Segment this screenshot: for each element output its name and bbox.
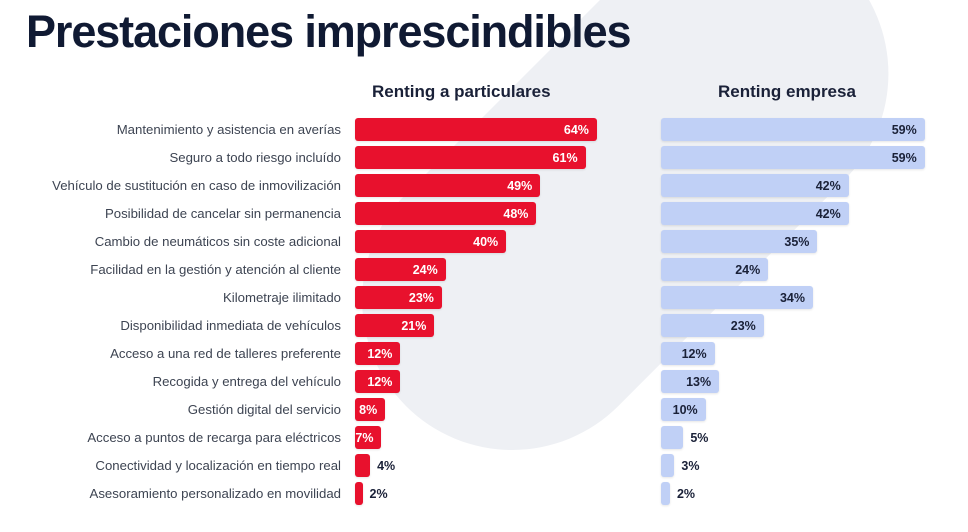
category-label: Gestión digital del servicio xyxy=(187,402,341,417)
series-headers: Renting a particulares Renting empresa xyxy=(0,82,968,106)
category-label: Facilidad en la gestión y atención al cl… xyxy=(90,262,341,277)
category-label: Disponibilidad inmediata de vehículos xyxy=(120,318,341,333)
bar-red: 7% xyxy=(355,426,382,449)
column-header-renting-particulares: Renting a particulares xyxy=(372,82,551,101)
chart-row: Mantenimiento y asistencia en averías 64%… xyxy=(0,118,968,146)
chart-row: Conectividad y localización en tiempo re… xyxy=(0,454,968,482)
bar-value-label: 42% xyxy=(815,206,841,221)
bar-blue: 13% xyxy=(661,370,720,393)
chart-row: Facilidad en la gestión y atención al cl… xyxy=(0,258,968,286)
bar-value-label: 23% xyxy=(730,318,756,333)
bar-value-label: 3% xyxy=(681,458,700,473)
bar-red: 24% xyxy=(355,258,446,281)
bar-blue: 3% xyxy=(661,454,699,477)
bar-blue: 12% xyxy=(661,342,715,365)
bar-blue: 35% xyxy=(661,230,818,253)
bar-red: 21% xyxy=(355,314,435,337)
bar-value-label: 35% xyxy=(784,234,810,249)
bar-value-label: 42% xyxy=(815,178,841,193)
bar-value-label: 61% xyxy=(552,150,578,165)
chart-rows: Mantenimiento y asistencia en averías 64%… xyxy=(0,118,968,510)
bar-red: 48% xyxy=(355,202,537,225)
chart-row: Recogida y entrega del vehículo 12% 13% xyxy=(0,370,968,398)
bar-red: 8% xyxy=(355,398,386,421)
bar-red: 12% xyxy=(355,370,401,393)
chart-row: Acceso a una red de talleres preferente 1… xyxy=(0,342,968,370)
chart-row: Gestión digital del servicio 8% 10% xyxy=(0,398,968,426)
bar-red: 2% xyxy=(355,482,388,505)
category-label: Recogida y entrega del vehículo xyxy=(152,374,341,389)
bar-value-label: 5% xyxy=(690,430,709,445)
bar-value-label: 13% xyxy=(686,374,712,389)
category-label: Mantenimiento y asistencia en averías xyxy=(116,122,341,137)
category-label: Kilometraje ilimitado xyxy=(223,290,341,305)
bar-value-label: 49% xyxy=(507,178,533,193)
chart-row: Cambio de neumáticos sin coste adicional… xyxy=(0,230,968,258)
chart-row: Acceso a puntos de recarga para eléctric… xyxy=(0,426,968,454)
bar-value-label: 23% xyxy=(408,290,434,305)
bar-red: 23% xyxy=(355,286,442,309)
bar-value-label: 4% xyxy=(377,458,396,473)
bar-value-label: 8% xyxy=(359,402,378,417)
bar-value-label: 12% xyxy=(367,374,393,389)
bar-value-label: 40% xyxy=(473,234,499,249)
bar-red: 12% xyxy=(355,342,401,365)
bar-value-label: 12% xyxy=(367,346,393,361)
bar-blue: 10% xyxy=(661,398,706,421)
bar-red: 4% xyxy=(355,454,395,477)
chart-row: Posibilidad de cancelar sin permanencia 4… xyxy=(0,202,968,230)
bar-red: 40% xyxy=(355,230,507,253)
category-label: Acceso a puntos de recarga para eléctric… xyxy=(87,430,341,445)
bar-value-label: 12% xyxy=(681,346,707,361)
category-label: Posibilidad de cancelar sin permanencia xyxy=(104,206,341,221)
bar-value-label: 34% xyxy=(779,290,805,305)
page-title: Prestaciones imprescindibles xyxy=(26,6,632,57)
chart-row: Seguro a todo riesgo incluído 61% 59% xyxy=(0,146,968,174)
chart-row: Kilometraje ilimitado 23% 34% xyxy=(0,286,968,314)
bar-value-label: 64% xyxy=(563,122,589,137)
bar-value-label: 24% xyxy=(735,262,761,277)
bar-value-label: 2% xyxy=(676,486,696,501)
bar-value-label: 59% xyxy=(891,150,917,165)
category-label: Vehículo de sustitución en caso de inmov… xyxy=(52,178,341,193)
bar-value-label: 21% xyxy=(401,318,427,333)
bar-blue: 59% xyxy=(661,118,925,141)
bar-blue: 59% xyxy=(661,146,925,169)
bar-blue: 42% xyxy=(661,174,849,197)
category-label: Conectividad y localización en tiempo re… xyxy=(95,458,341,473)
bar-blue: 42% xyxy=(661,202,849,225)
bar-value-label: 24% xyxy=(412,262,438,277)
category-label: Seguro a todo riesgo incluído xyxy=(169,150,341,165)
bar-blue: 5% xyxy=(661,426,708,449)
category-label: Cambio de neumáticos sin coste adicional xyxy=(94,234,341,249)
bar-red: 61% xyxy=(355,146,586,169)
bar-value-label: 48% xyxy=(503,206,529,221)
bar-blue: 24% xyxy=(661,258,769,281)
bar-red: 64% xyxy=(355,118,597,141)
bar-track-red: 64% xyxy=(355,118,605,141)
category-label: Asesoramiento personalizado en movilidad xyxy=(89,486,341,501)
bar-blue: 2% xyxy=(661,482,695,505)
column-header-renting-empresa: Renting empresa xyxy=(718,82,856,101)
chart-row: Vehículo de sustitución en caso de inmov… xyxy=(0,174,968,202)
category-label: Acceso a una red de talleres preferente xyxy=(110,346,341,361)
bar-track-blue: 59% xyxy=(661,118,941,141)
bar-blue: 34% xyxy=(661,286,813,309)
bar-value-label: 7% xyxy=(355,430,374,445)
chart-row: Asesoramiento personalizado en movilidad… xyxy=(0,482,968,510)
bar-blue: 23% xyxy=(661,314,764,337)
bar-value-label: 10% xyxy=(672,402,698,417)
bar-value-label: 2% xyxy=(369,486,388,501)
chart-row: Disponibilidad inmediata de vehículos 21%… xyxy=(0,314,968,342)
bar-value-label: 59% xyxy=(891,122,917,137)
bar-red: 49% xyxy=(355,174,541,197)
